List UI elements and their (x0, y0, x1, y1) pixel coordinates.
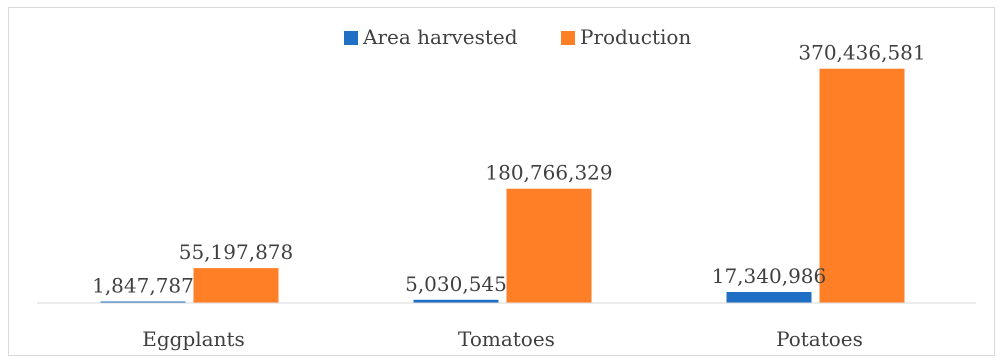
category-label: Potatoes (776, 327, 863, 351)
data-label: 180,766,329 (485, 161, 612, 185)
data-label: 1,847,787 (92, 274, 194, 298)
bars (100, 68, 905, 303)
value-labels: 1,847,787 55,197,878 5,030,545 180,766,329 1… (92, 41, 926, 298)
legend-label: Production (580, 25, 691, 49)
bar-area-harvested-tomatoes (413, 299, 499, 303)
bar-production-eggplants (193, 268, 279, 303)
bar-area-harvested-potatoes (726, 292, 812, 303)
data-label: 55,197,878 (179, 240, 294, 264)
bar-production-potatoes (819, 68, 905, 303)
legend-swatch (561, 31, 575, 45)
legend-label: Area harvested (362, 25, 518, 49)
category-label: Eggplants (142, 327, 245, 351)
bar-area-harvested-eggplants (100, 301, 186, 303)
data-label: 370,436,581 (798, 41, 925, 65)
data-label: 17,340,986 (712, 264, 827, 288)
category-labels: Eggplants Tomatoes Potatoes (142, 327, 863, 351)
data-label: 5,030,545 (405, 272, 507, 296)
category-label: Tomatoes (458, 327, 555, 351)
legend-swatch (344, 31, 358, 45)
bar-production-tomatoes (506, 188, 592, 303)
legend: Area harvested Production (344, 25, 691, 49)
